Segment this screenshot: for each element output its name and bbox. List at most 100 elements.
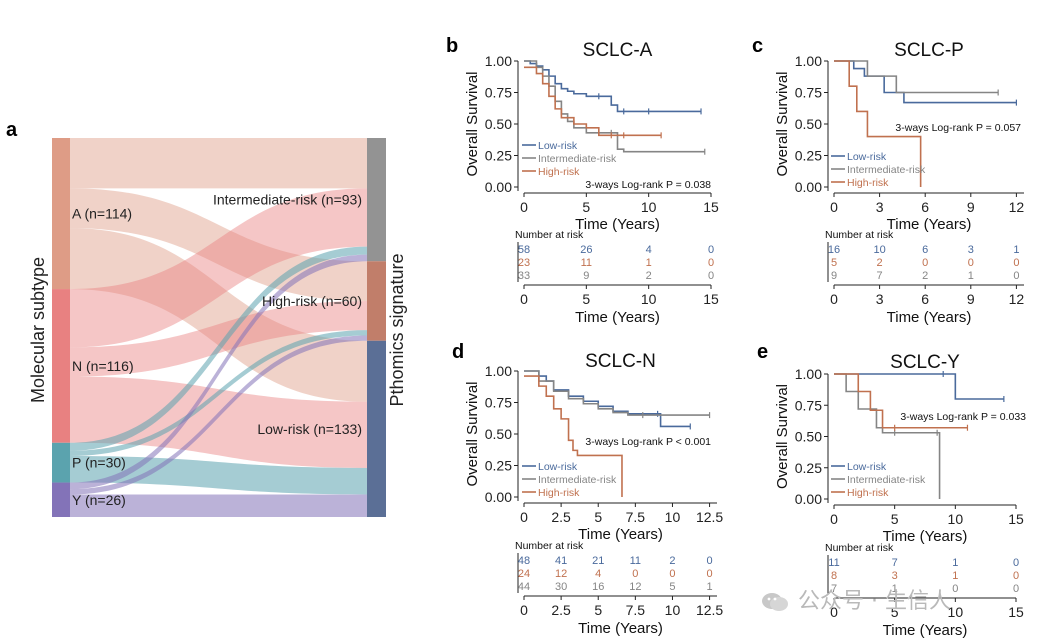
risk-table-cell: 11 bbox=[828, 557, 839, 569]
y-tick-label: 0.50 bbox=[795, 116, 822, 132]
x-tick-label: 6 bbox=[921, 199, 929, 215]
risk-table-cell: 48 bbox=[518, 555, 530, 567]
risk-table-cell: 1 bbox=[968, 270, 974, 282]
km-title: SCLC-A bbox=[583, 40, 653, 61]
legend-label: Low-risk bbox=[538, 140, 578, 152]
risk-table-cell: 2 bbox=[646, 270, 652, 282]
y-tick-label: 0.25 bbox=[795, 460, 822, 476]
km-panel-d: d SCLC-N0.000.250.500.751.000 2.5 5 7.5 10 12.… bbox=[452, 341, 723, 637]
risk-table-cell: 0 bbox=[1013, 257, 1019, 269]
risk-table-cell: 33 bbox=[518, 270, 530, 282]
watermark: 公众号 · 生信人 bbox=[760, 583, 951, 615]
panel-letter: d bbox=[452, 341, 464, 363]
sankey-node-left bbox=[52, 442, 70, 483]
risk-x-tick-label: 10 bbox=[665, 602, 681, 618]
risk-table-cell: 58 bbox=[518, 244, 530, 256]
risk-x-axis-label: Time (Years) bbox=[575, 309, 660, 326]
x-tick-label: 10 bbox=[641, 199, 657, 215]
y-tick-label: 0.75 bbox=[795, 85, 822, 101]
risk-x-tick-label: 0 bbox=[830, 604, 838, 620]
sankey-node-right bbox=[367, 138, 386, 262]
sankey-flow bbox=[70, 246, 367, 451]
sankey-right-node-label: High-risk (n=60) bbox=[262, 293, 362, 309]
legend-label: High-risk bbox=[538, 166, 580, 178]
sankey-right-node-label: Low-risk (n=133) bbox=[257, 421, 362, 437]
risk-x-tick-label: 15 bbox=[1008, 604, 1024, 620]
x-axis-label: Time (Years) bbox=[575, 216, 660, 233]
sankey-node-right bbox=[367, 340, 386, 517]
panel-letter-a: a bbox=[6, 119, 18, 141]
y-tick-label: 0.25 bbox=[795, 148, 822, 164]
sankey-flow bbox=[70, 188, 367, 348]
risk-table-cell: 3 bbox=[968, 244, 974, 256]
risk-table-cell: 1 bbox=[707, 581, 713, 593]
panel-letter: b bbox=[446, 35, 458, 57]
risk-x-axis-label: Time (Years) bbox=[887, 309, 972, 326]
risk-x-tick-label: 3 bbox=[876, 291, 884, 307]
x-tick-label: 0 bbox=[520, 509, 528, 525]
risk-table-cell: 9 bbox=[831, 270, 837, 282]
y-tick-label: 0.25 bbox=[485, 148, 512, 164]
x-tick-label: 7.5 bbox=[626, 509, 646, 525]
risk-table-cell: 12 bbox=[555, 568, 567, 580]
y-tick-label: 0.25 bbox=[485, 458, 512, 474]
risk-table-cell: 0 bbox=[669, 568, 675, 580]
x-tick-label: 10 bbox=[948, 511, 964, 527]
sankey-flow bbox=[70, 376, 367, 468]
legend-label: Intermediate-risk bbox=[538, 153, 617, 165]
x-tick-label: 0 bbox=[520, 199, 528, 215]
risk-x-tick-label: 2.5 bbox=[551, 602, 571, 618]
risk-x-tick-label: 12 bbox=[1009, 291, 1025, 307]
y-tick-label: 1.00 bbox=[485, 53, 512, 69]
risk-x-tick-label: 5 bbox=[594, 602, 602, 618]
risk-table-cell: 7 bbox=[831, 583, 837, 595]
risk-table-cell: 5 bbox=[831, 257, 837, 269]
risk-table-cell: 4 bbox=[595, 568, 601, 580]
risk-table-cell: 1 bbox=[952, 570, 958, 582]
y-axis-label: Overall Survival bbox=[464, 71, 481, 176]
risk-x-tick-label: 5 bbox=[891, 604, 899, 620]
y-tick-label: 0.50 bbox=[485, 426, 512, 442]
risk-table-cell: 0 bbox=[1013, 557, 1019, 569]
y-tick-label: 0.00 bbox=[485, 489, 512, 505]
y-axis-label: Overall Survival bbox=[464, 381, 481, 486]
x-tick-label: 12 bbox=[1009, 199, 1025, 215]
risk-table-cell: 0 bbox=[707, 568, 713, 580]
risk-table-cell: 6 bbox=[922, 244, 928, 256]
sankey-flows bbox=[70, 138, 367, 517]
risk-table-cell: 7 bbox=[892, 557, 898, 569]
risk-table-cell: 16 bbox=[828, 244, 840, 256]
y-tick-label: 0.00 bbox=[485, 179, 512, 195]
risk-table-cell: 30 bbox=[555, 581, 567, 593]
x-axis-label: Time (Years) bbox=[578, 526, 663, 543]
risk-table-title: Number at risk bbox=[825, 542, 894, 554]
x-tick-label: 0 bbox=[830, 511, 838, 527]
panel-letter: c bbox=[752, 35, 763, 57]
y-tick-label: 1.00 bbox=[485, 363, 512, 379]
risk-table-cell: 1 bbox=[952, 557, 958, 569]
risk-x-tick-label: 5 bbox=[582, 291, 590, 307]
y-tick-label: 0.50 bbox=[795, 429, 822, 445]
risk-table-title: Number at risk bbox=[515, 540, 584, 552]
risk-table-cell: 9 bbox=[583, 270, 589, 282]
x-tick-label: 3 bbox=[876, 199, 884, 215]
km-title: SCLC-Y bbox=[890, 352, 960, 373]
sankey-flow bbox=[70, 300, 367, 377]
sankey-labels: A (n=114) N (n=116) P (n=30) Y (n=26) Interm… bbox=[72, 192, 362, 508]
risk-table-cell: 10 bbox=[873, 244, 885, 256]
km-curve bbox=[524, 370, 691, 428]
km-curve bbox=[834, 373, 1004, 400]
risk-table-cell: 2 bbox=[669, 555, 675, 567]
risk-table-cell: 8 bbox=[831, 570, 837, 582]
x-tick-label: 5 bbox=[594, 509, 602, 525]
risk-table-cell: 7 bbox=[877, 270, 883, 282]
x-tick-label: 0 bbox=[830, 199, 838, 215]
risk-table-cell: 23 bbox=[518, 257, 530, 269]
sankey-nodes bbox=[52, 138, 386, 517]
risk-table-cell: 1 bbox=[1013, 244, 1019, 256]
legend-label: High-risk bbox=[847, 177, 889, 189]
x-tick-label: 10 bbox=[665, 509, 681, 525]
sankey-left-node-label: N (n=116) bbox=[72, 358, 134, 374]
risk-x-tick-label: 0 bbox=[520, 602, 528, 618]
